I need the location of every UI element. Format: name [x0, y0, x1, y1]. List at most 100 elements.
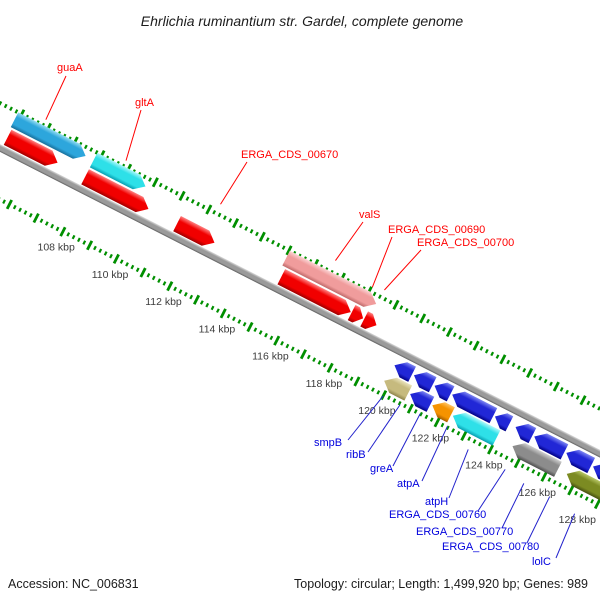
gene-arrow-cds-a[interactable] [3, 129, 62, 171]
kbp-tick [219, 308, 227, 319]
ruler-dot [183, 292, 188, 297]
ruler-dot [158, 182, 163, 188]
gene-arrow-ERGA_CDS_00780[interactable] [562, 445, 596, 474]
leader-line-ERGA_CDS_00780 [526, 496, 551, 544]
ruler-dot [584, 496, 589, 501]
ruler-dot [371, 387, 375, 392]
gene-arrow-atpH[interactable] [448, 387, 498, 424]
kbp-tick [258, 231, 266, 242]
gene-arrow-cds-h[interactable] [530, 429, 569, 460]
gene-arrow-cds-g[interactable] [491, 409, 514, 432]
ruler-dot [142, 174, 147, 180]
ruler-dot [94, 150, 99, 155]
ruler-dot [538, 376, 543, 381]
leader-line-ribB [367, 404, 401, 453]
ruler-dot [216, 308, 220, 313]
ruler-dot [212, 209, 217, 215]
kbp-tick [86, 240, 94, 251]
gene-label-ERGA_CDS_00690[interactable]: ERGA_CDS_00690 [388, 224, 485, 236]
position-label-110kbp: 110 kbp [92, 269, 129, 281]
ruler-dot [222, 215, 227, 220]
ruler-dot [504, 455, 509, 461]
ruler-dot [28, 213, 33, 218]
ruler-dot [410, 310, 414, 316]
gene-arrow-lolC[interactable] [563, 466, 600, 503]
gene-arrow-cds-e[interactable] [410, 368, 437, 393]
kbp-tick [552, 381, 560, 392]
leader-line-atpH [448, 449, 469, 499]
ruler-dot [426, 318, 430, 324]
gene-label-greA[interactable]: greA [370, 463, 394, 475]
gene-label-atpH[interactable]: atpH [425, 496, 448, 508]
ruler-dot [148, 177, 152, 182]
ruler-dot [376, 390, 381, 395]
ruler-dot [511, 362, 516, 368]
gene-arrow-cds-j[interactable] [589, 459, 600, 485]
ruler-dot [169, 188, 174, 193]
ruler-dot [472, 439, 477, 444]
gene-arrow-valS[interactable] [282, 250, 380, 312]
ruler-dot [174, 190, 179, 196]
gene-arrow-ERGA_CDS_00770[interactable] [509, 439, 562, 477]
gene-label-smpB[interactable]: smpB [314, 437, 342, 449]
gene-label-valS[interactable]: valS [359, 209, 380, 221]
ruler-dot [255, 231, 259, 237]
gene-arrow-ERGA_CDS_00700[interactable] [360, 311, 380, 332]
gene-arrow-smpB[interactable] [380, 373, 413, 401]
ruler-dot [306, 354, 311, 360]
leader-line-lolC [555, 513, 576, 559]
gene-arrow-cds-c[interactable] [277, 269, 354, 320]
ruler-dot [265, 237, 270, 242]
gene-arrow-ERGA_CDS_00690[interactable] [347, 304, 367, 326]
gene-label-ERGA_CDS_00670[interactable]: ERGA_CDS_00670 [241, 149, 338, 161]
gene-label-ERGA_CDS_00760[interactable]: ERGA_CDS_00760 [389, 509, 486, 521]
ruler-dot [419, 411, 423, 417]
gene-label-lolC[interactable]: lolC [532, 556, 551, 568]
ruler-dot [98, 248, 103, 254]
ruler-dot [360, 381, 365, 387]
ruler-dot [23, 210, 28, 215]
ruler-dot [495, 354, 500, 359]
kbp-tick [472, 340, 480, 351]
kbp-tick [59, 226, 67, 237]
ruler-dot [458, 335, 462, 340]
ruler-dot [151, 275, 156, 281]
ruler-dot [162, 281, 167, 286]
gene-arrow-cds-f[interactable] [431, 378, 455, 402]
page-title: Ehrlichia ruminantium str. Gardel, compl… [141, 13, 464, 29]
gene-label-ERGA_CDS_00700[interactable]: ERGA_CDS_00700 [417, 237, 514, 249]
ruler-dot [483, 444, 488, 450]
ruler-dot [490, 351, 495, 357]
gene-arrow-ribB[interactable] [406, 386, 435, 412]
ruler-dot [547, 477, 552, 482]
gene-arrow-ERGA_CDS_00670[interactable] [173, 216, 218, 250]
ruler-dot [281, 245, 286, 250]
gene-arrow-ERGA_CDS_00760[interactable] [512, 419, 537, 444]
rotated-track [0, 100, 600, 510]
ruler-dot [239, 223, 243, 229]
gene-arrow-cds-b[interactable] [81, 169, 152, 216]
ruler-dot [296, 349, 300, 354]
gene-arrow-atpA[interactable] [449, 408, 501, 446]
gene-label-atpA[interactable]: atpA [397, 478, 420, 490]
ruler-dot [429, 417, 434, 422]
gene-arrow-gltA[interactable] [89, 152, 149, 194]
gene-arrow-greA[interactable] [428, 398, 455, 423]
gene-arrow-guaA[interactable] [10, 112, 90, 163]
gene-label-ERGA_CDS_00770[interactable]: ERGA_CDS_00770 [416, 526, 513, 538]
gene-label-gltA[interactable]: gltA [135, 97, 155, 109]
ruler-dot [575, 395, 580, 400]
gene-arrow-cds-d[interactable] [391, 358, 416, 382]
gene-label-ribB[interactable]: ribB [346, 449, 366, 461]
ruler-dot [415, 313, 420, 319]
kbp-tick [593, 498, 600, 510]
gene-label-guaA[interactable]: guaA [57, 62, 83, 74]
kbp-tick [139, 267, 147, 278]
gene-label-ERGA_CDS_00780[interactable]: ERGA_CDS_00780 [442, 541, 539, 553]
ruler-dot [71, 234, 76, 240]
annotations: 108 kbp 110 kbp 112 kbp 114 kbp 116 kbp 118 k… [37, 62, 596, 568]
ruler-dot [467, 436, 472, 441]
ruler-dot [50, 223, 55, 229]
kbp-tick [299, 349, 307, 360]
